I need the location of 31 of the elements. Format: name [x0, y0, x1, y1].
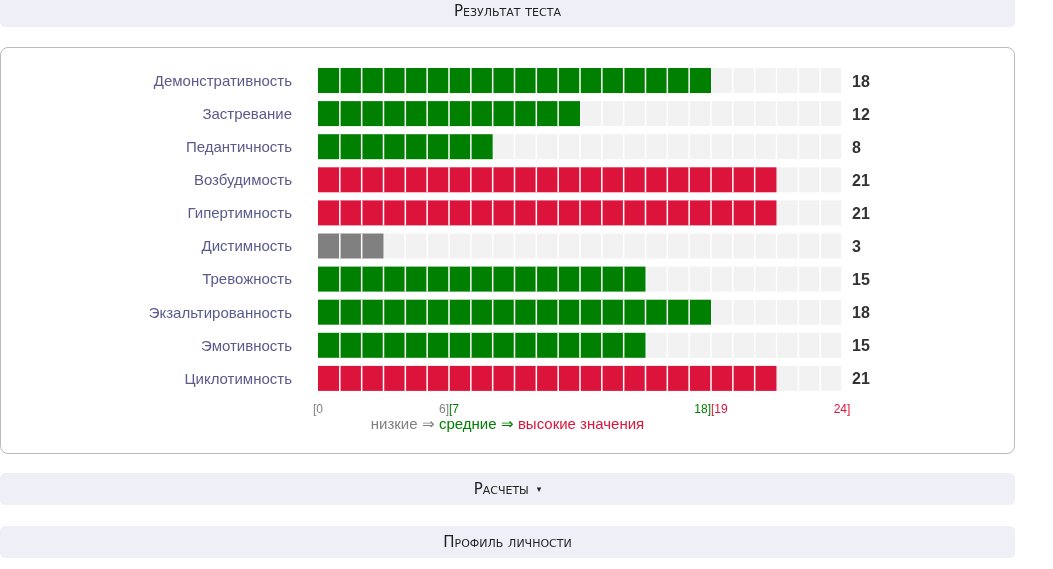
text: Расчеты ▾	[473, 480, 542, 498]
y-tick-label: Тревожность	[202, 270, 293, 288]
y-tick-label: Циклотимность	[184, 369, 293, 387]
y-tick-label: Эмотивность	[201, 336, 293, 354]
series-label: высокие значения	[517, 415, 645, 432]
text: 3	[852, 238, 861, 255]
y-tick-label: Гипертимность	[187, 204, 293, 222]
text: 18	[852, 72, 870, 90]
text: 21	[852, 370, 870, 388]
x-tick-label: [0	[312, 402, 324, 416]
chart-title: Результат теста	[454, 2, 561, 20]
x-tick-label: 24]	[833, 402, 851, 416]
text: 21	[852, 204, 870, 222]
x-tick-label: 6][7	[438, 402, 460, 416]
y-tick-label: Экзальтированность	[148, 303, 293, 321]
text: Профиль личности	[443, 533, 572, 551]
x-tick-label: 18][19	[694, 402, 729, 416]
text: 8	[852, 138, 861, 156]
text: 15	[852, 337, 870, 355]
y-tick-label: Педантичность	[185, 138, 293, 156]
text: средние ⇒	[438, 415, 515, 432]
y-tick-label: Демонстративность	[153, 71, 293, 89]
y-tick-label: Дистимность	[201, 237, 293, 255]
caret-down-icon: ▾	[536, 484, 542, 494]
text: 12	[852, 105, 870, 123]
text: 18	[852, 304, 870, 322]
y-tick-label: Застревание	[202, 104, 292, 122]
text: 21	[852, 171, 870, 189]
y-tick-label: Возбудимость	[193, 171, 293, 189]
text: низкие ⇒	[370, 415, 436, 432]
text: 15	[852, 271, 870, 289]
